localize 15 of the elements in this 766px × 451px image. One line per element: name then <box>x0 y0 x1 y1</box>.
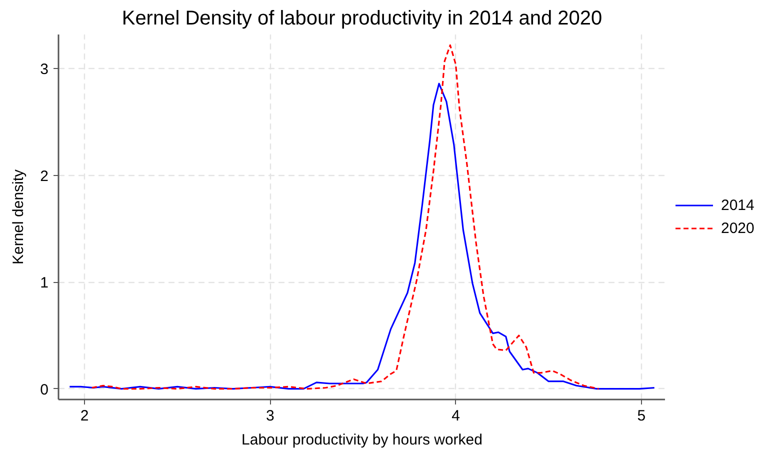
chart-title: Kernel Density of labour productivity in 2014 and 2020 <box>122 8 602 30</box>
line-series <box>91 44 600 390</box>
y-tick-label: 0 <box>40 381 48 398</box>
x-tick-label: 3 <box>266 408 274 424</box>
x-tick-label: 5 <box>637 408 646 424</box>
x-tick-label: 4 <box>452 408 460 424</box>
line-series <box>68 82 656 390</box>
y-tick-label: 3 <box>40 61 48 78</box>
y-tick-label: 2 <box>40 168 48 185</box>
x-tick-label: 2 <box>80 408 89 424</box>
legend-label: 2020 <box>721 220 754 236</box>
y-axis-title: Kernel density <box>10 168 28 265</box>
x-axis-title: Labour productivity by hours worked <box>242 432 482 448</box>
legend-label: 2014 <box>721 196 754 214</box>
y-tick-label: 1 <box>40 274 48 292</box>
